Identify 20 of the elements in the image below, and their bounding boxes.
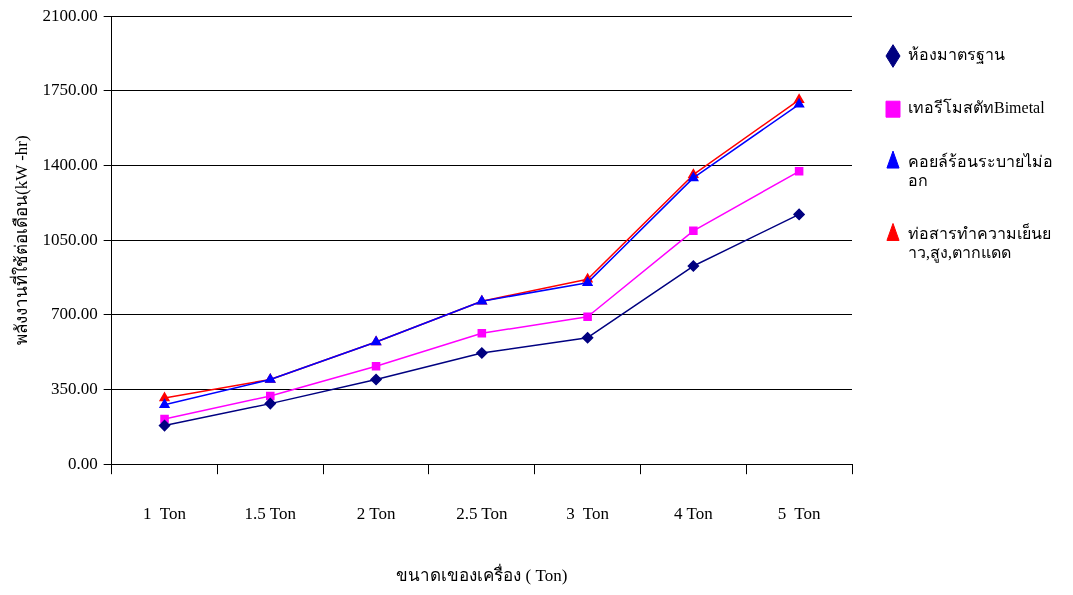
legend-label: เทอรีโมสตัทBimetal bbox=[908, 98, 1046, 117]
y-tick-label: 350.00 bbox=[50, 379, 98, 398]
y-tick-label: 1750.00 bbox=[42, 80, 98, 100]
x-tick-label: 1 Ton bbox=[143, 503, 187, 523]
y-tick-label: 2100.00 bbox=[42, 5, 98, 25]
x-tick-label: 5 Ton bbox=[777, 503, 822, 523]
y-axis-title: พลังงานที่ใช้ต่อเดือน(kW -hr) bbox=[8, 135, 31, 346]
x-tick-label: 4 Ton bbox=[674, 503, 714, 523]
x-tick-label: 1.5 Ton bbox=[244, 503, 297, 523]
legend-label: ห้องมาตรฐาน bbox=[908, 46, 1005, 65]
legend-label: ท่อสารทำความเย็นยาว,สูง,ตากแดด bbox=[908, 223, 1051, 264]
y-tick-label: 1050.00 bbox=[42, 229, 98, 249]
x-tick-label: 2.5 Ton bbox=[456, 503, 509, 523]
y-tick-label: 0.00 bbox=[67, 453, 98, 473]
x-tick-label: 3 Ton bbox=[566, 503, 610, 523]
legend-label: คอยล์ร้อนระบายไม่ออก bbox=[908, 151, 1053, 189]
y-tick-label: 700.00 bbox=[50, 304, 98, 324]
x-tick-label: 2 Ton bbox=[356, 503, 396, 523]
x-axis-title: ขนาดเของเครื่อง ( Ton) bbox=[396, 563, 568, 586]
y-tick-label: 1400.00 bbox=[42, 155, 98, 174]
